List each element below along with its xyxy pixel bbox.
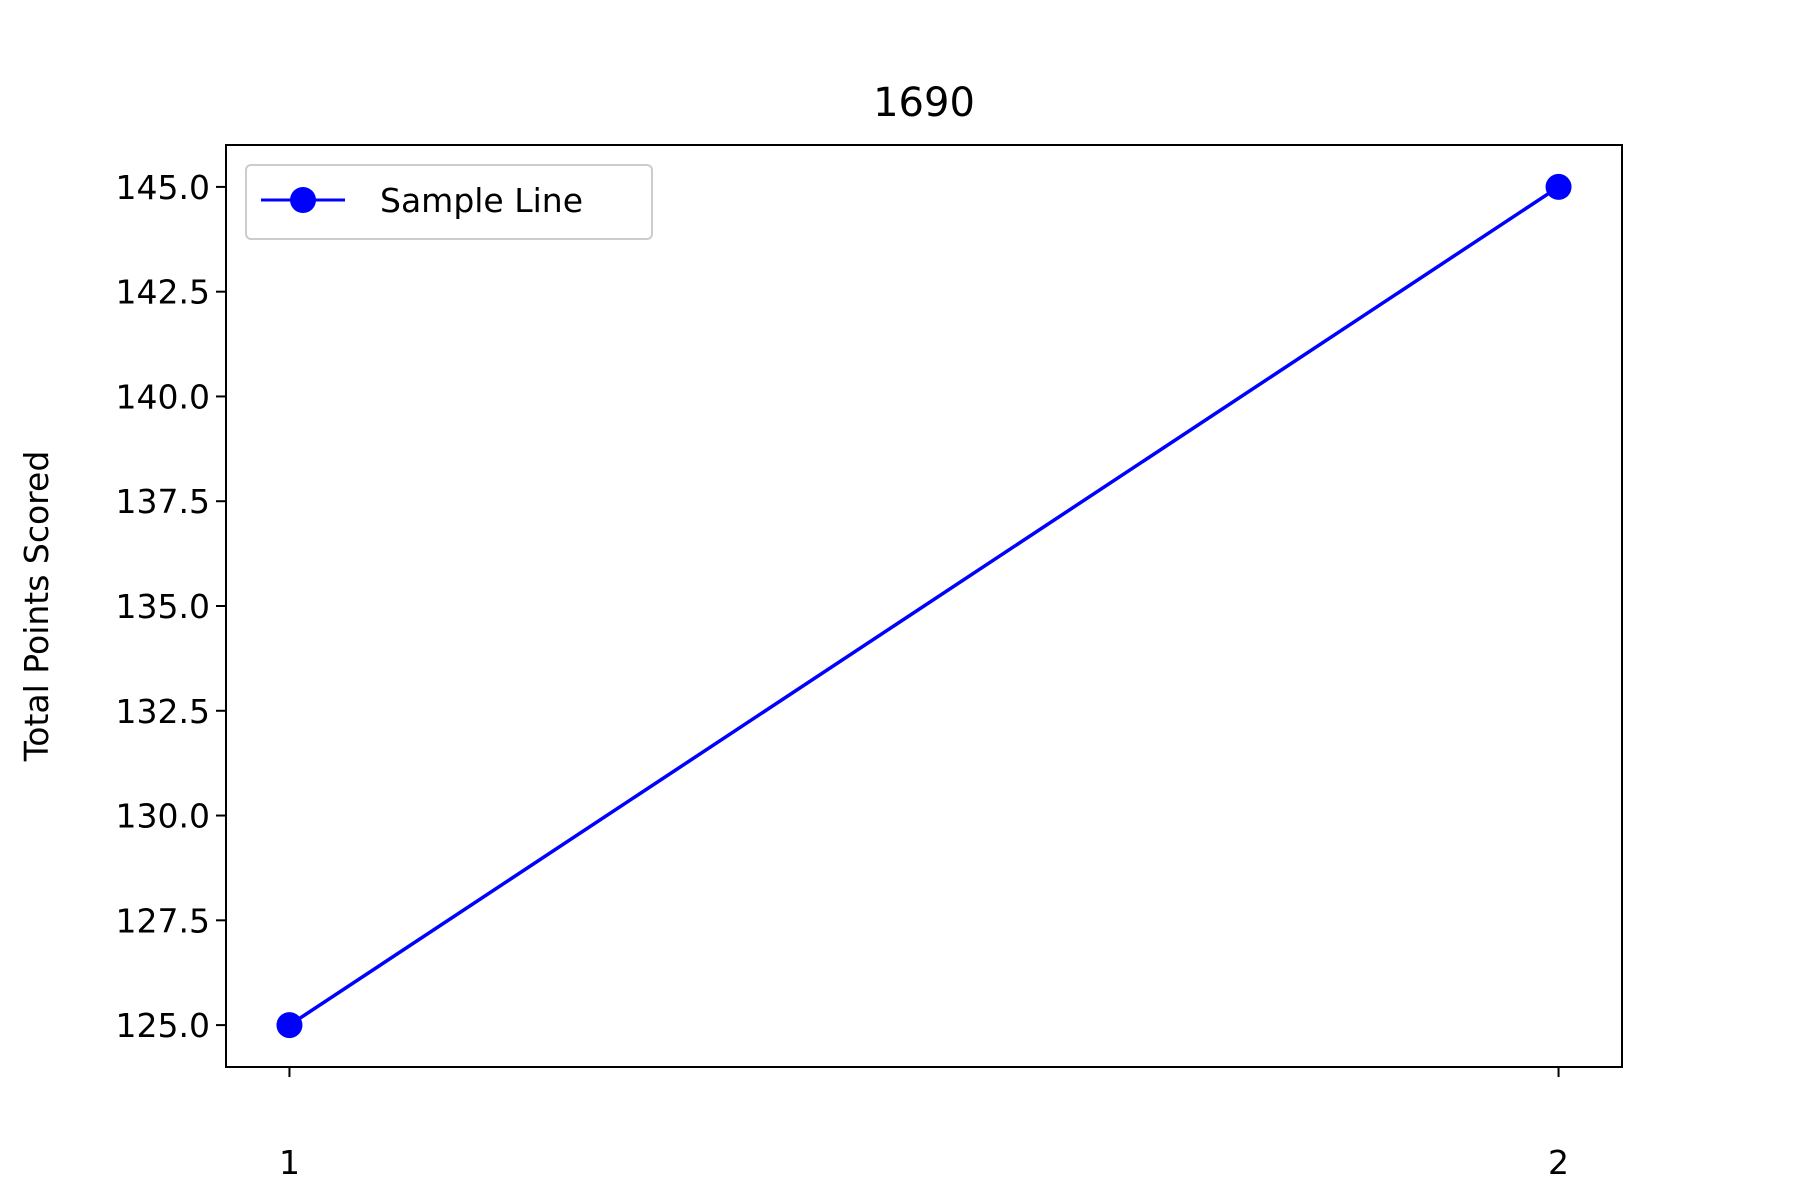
plot-frame <box>225 144 1623 1068</box>
data-point <box>1545 173 1572 200</box>
series-layer <box>276 173 1572 1039</box>
y-axis: 125.0 127.5 130.0 132.5 135.0 137.5 140.0 142.5… <box>116 168 226 1045</box>
y-tick-label: 140.0 <box>116 377 210 416</box>
y-tick-label: 135.0 <box>116 587 210 626</box>
y-tick-label: 130.0 <box>116 797 210 836</box>
series-line <box>288 185 1560 1027</box>
y-axis-label: Total Points Scored <box>17 451 56 763</box>
data-point <box>276 1012 303 1039</box>
y-tick-label: 125.0 <box>116 1006 210 1045</box>
y-tick-label: 132.5 <box>116 692 210 731</box>
legend-label-sample: Sample Line <box>380 181 583 220</box>
y-tick-label: 137.5 <box>116 482 210 521</box>
x-tick-label: 2 <box>1548 1143 1569 1182</box>
legend-marker-sample <box>290 187 316 213</box>
chart-title: 1690 <box>873 80 975 126</box>
y-tick-label: 142.5 <box>116 273 210 312</box>
legend: Sample Line <box>245 164 653 240</box>
x-tick-label: 1 <box>279 1143 300 1182</box>
legend-box <box>245 164 653 240</box>
y-tick-label: 145.0 <box>116 168 210 207</box>
y-tick-label: 127.5 <box>116 901 210 940</box>
